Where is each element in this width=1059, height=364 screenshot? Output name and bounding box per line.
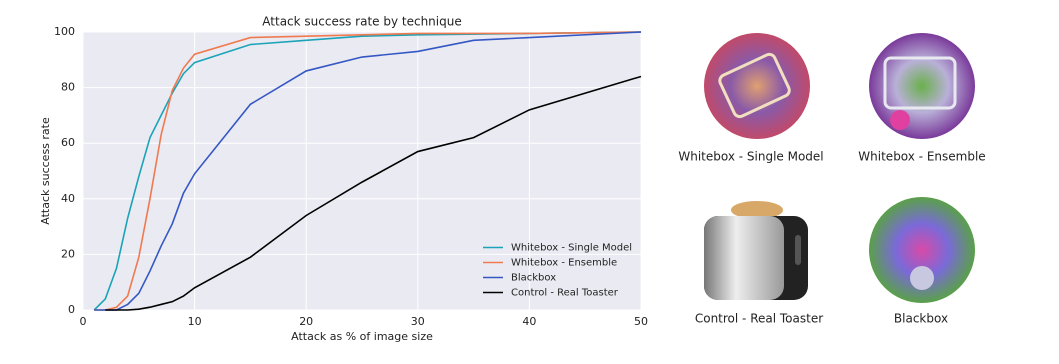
image-detail <box>883 56 957 110</box>
y-tick-label: 100 <box>54 25 75 38</box>
x-tick-label: 30 <box>411 315 425 328</box>
chart-title: Attack success rate by technique <box>262 15 461 29</box>
y-axis-label: Attack success rate <box>39 117 52 225</box>
x-tick-label: 50 <box>634 315 648 328</box>
x-tick-label: 10 <box>188 315 202 328</box>
x-tick-label: 0 <box>80 315 87 328</box>
x-tick-label: 20 <box>299 315 313 328</box>
toaster-lever <box>795 235 801 265</box>
image-detail <box>890 110 910 130</box>
series-line <box>93 31 642 311</box>
series-line <box>105 75 642 311</box>
adversarial-image <box>869 197 975 303</box>
x-axis-label: Attack as % of image size <box>291 330 433 343</box>
y-tick-label: 20 <box>61 247 75 260</box>
series-line <box>94 31 642 311</box>
image-caption: Whitebox - Single Model <box>678 150 823 164</box>
x-tick-label: 40 <box>522 315 536 328</box>
image-detail <box>718 52 791 119</box>
plot-area <box>83 32 641 310</box>
legend-label: Blackbox <box>511 273 556 284</box>
lines <box>93 31 642 311</box>
y-tick-label: 60 <box>61 136 75 149</box>
image-caption: Blackbox <box>894 312 948 326</box>
image-detail <box>910 266 934 290</box>
grid <box>82 31 642 311</box>
legend-label: Control - Real Toaster <box>511 288 619 299</box>
legend: Whitebox - Single Model Whitebox - Ensemb… <box>483 243 632 299</box>
y-tick-label: 40 <box>61 192 75 205</box>
y-tick-label: 80 <box>61 81 75 94</box>
image-caption: Control - Real Toaster <box>695 312 823 326</box>
toast <box>731 201 783 219</box>
toaster-front <box>704 216 784 300</box>
y-tick-label: 0 <box>68 303 75 316</box>
image-panels: Whitebox - Single Model Whitebox - Ensem… <box>678 33 986 326</box>
legend-label: Whitebox - Single Model <box>511 243 632 254</box>
image-caption: Whitebox - Ensemble <box>858 150 985 164</box>
adversarial-image <box>704 33 810 139</box>
series-line <box>94 31 642 311</box>
legend-label: Whitebox - Ensemble <box>511 258 617 269</box>
